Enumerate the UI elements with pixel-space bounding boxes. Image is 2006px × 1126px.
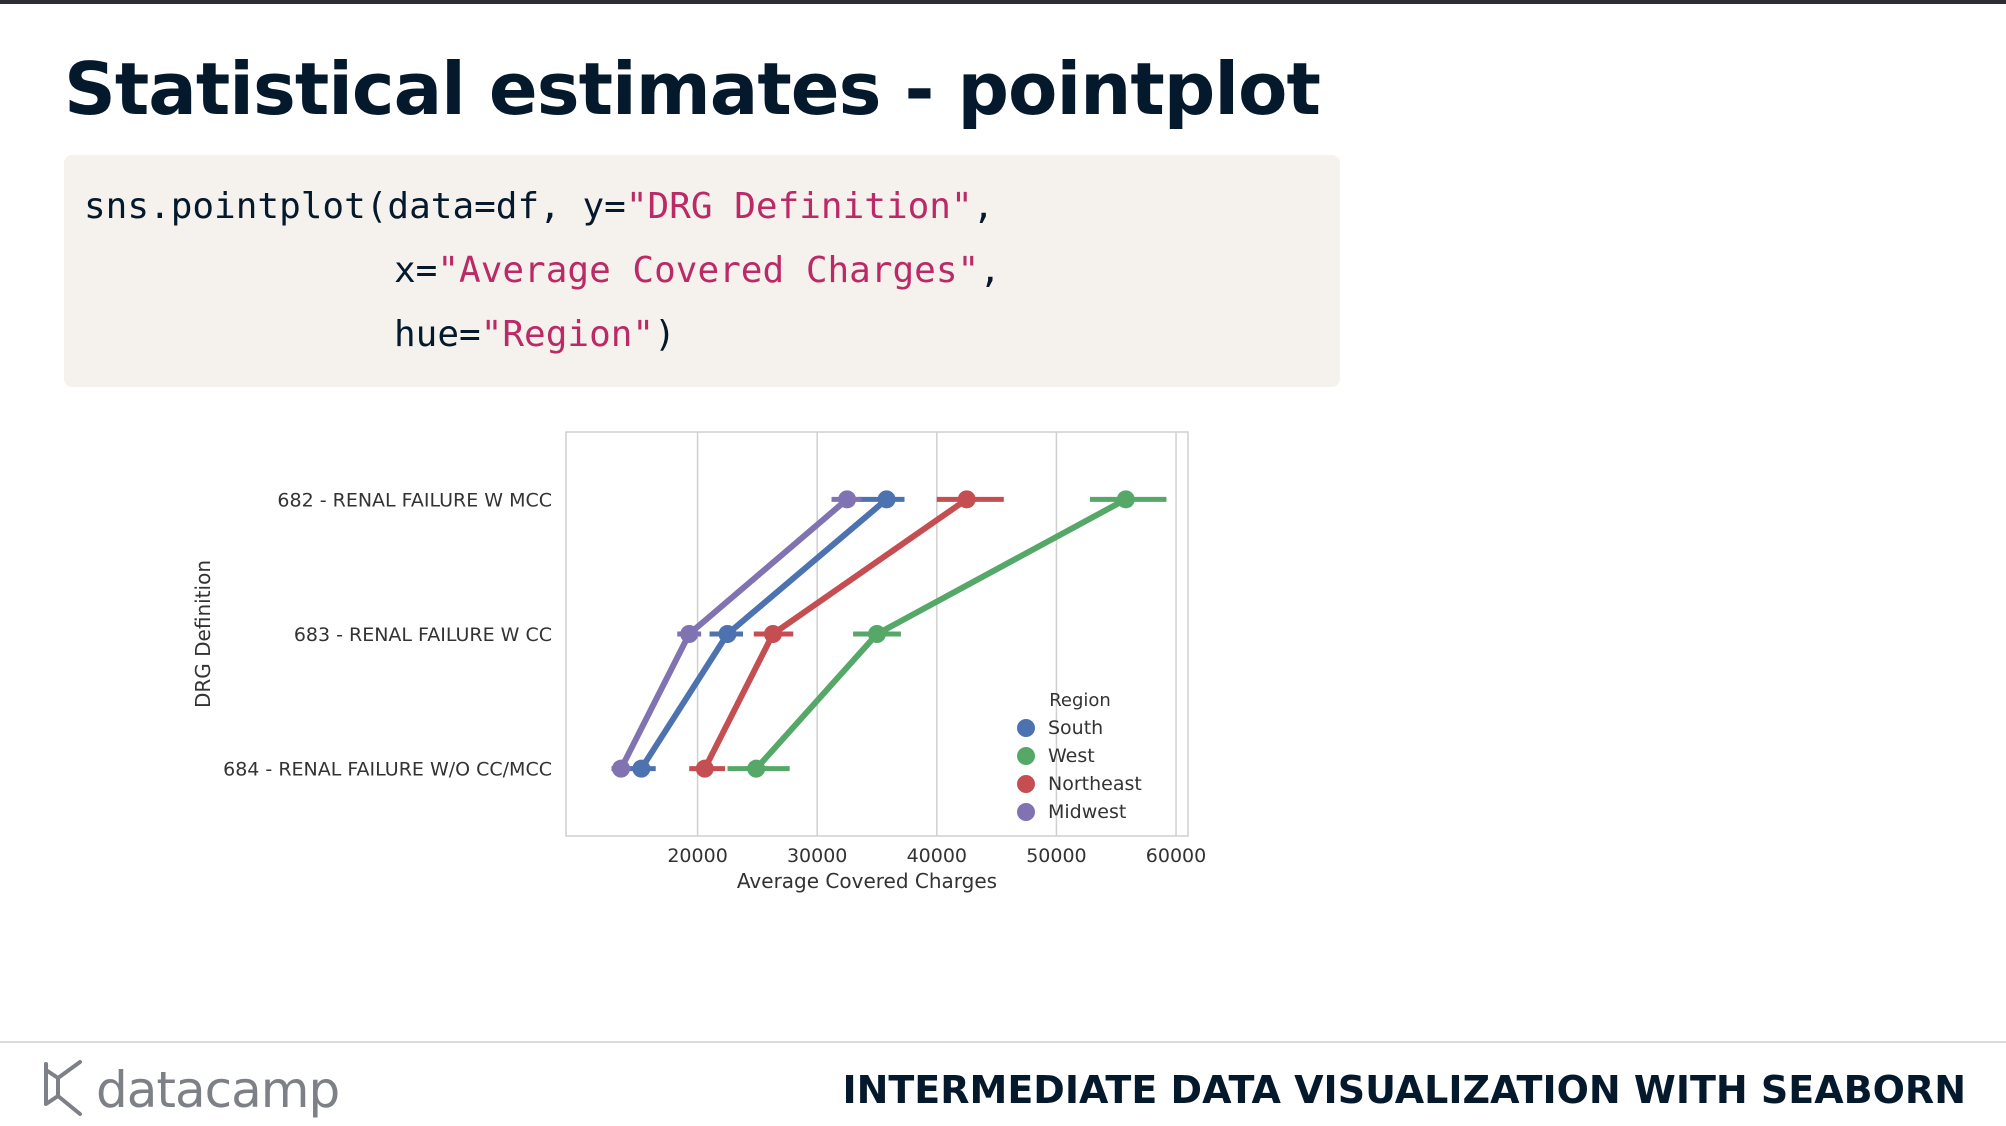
- x-axis-label: Average Covered Charges: [737, 869, 997, 893]
- code-text: ,: [979, 250, 1001, 291]
- datacamp-logo-text: datacamp: [96, 1061, 340, 1119]
- y-axis-label: DRG Definition: [191, 560, 215, 708]
- data-point: [632, 759, 651, 778]
- legend-marker: [1017, 803, 1035, 821]
- chart-svg: 20000 30000 40000 50000 60000 682 - RENAL FAI…: [191, 431, 1206, 893]
- code-text: sns.pointplot(data=df, y=: [84, 186, 626, 227]
- datacamp-logo-icon: [44, 1060, 82, 1116]
- code-block: sns.pointplot(data=df, y="DRG Definition…: [64, 155, 1340, 387]
- data-point: [695, 759, 714, 778]
- legend-marker: [1017, 719, 1035, 737]
- legend-label: Northeast: [1048, 773, 1142, 795]
- code-text: x=: [394, 250, 438, 291]
- x-tick-label: 40000: [907, 845, 967, 867]
- data-point: [877, 490, 896, 509]
- data-point: [680, 625, 699, 643]
- code-line-2: x="Average Covered Charges",: [394, 249, 1001, 293]
- legend-label: Midwest: [1048, 801, 1126, 823]
- slide-title: Statistical estimates - pointplot: [64, 47, 1321, 131]
- code-text: ): [654, 314, 676, 355]
- x-tick-label: 60000: [1146, 845, 1206, 867]
- y-tick-label: 683 - RENAL FAILURE W CC: [294, 624, 552, 646]
- footer-rule: [0, 1041, 2006, 1043]
- pointplot-chart: 20000 30000 40000 50000 60000 682 - RENAL FAI…: [180, 420, 1240, 910]
- code-line-1: sns.pointplot(data=df, y="DRG Definition…: [84, 185, 994, 229]
- code-string: "DRG Definition": [625, 186, 973, 227]
- course-title: INTERMEDIATE DATA VISUALIZATION WITH SEA…: [842, 1068, 1966, 1112]
- data-point: [868, 625, 886, 643]
- y-tick-label: 684 - RENAL FAILURE W/O CC/MCC: [223, 759, 552, 781]
- x-tick-label: 20000: [667, 845, 727, 867]
- legend-label: West: [1048, 745, 1095, 767]
- top-rule: [0, 0, 2006, 4]
- data-point: [718, 625, 737, 643]
- data-point: [838, 490, 857, 509]
- legend-label: South: [1048, 717, 1103, 739]
- legend-marker: [1017, 747, 1035, 765]
- x-tick-label: 30000: [787, 845, 847, 867]
- x-tick-label: 50000: [1026, 845, 1086, 867]
- code-text: hue=: [394, 314, 481, 355]
- legend-title: Region: [1049, 690, 1111, 711]
- y-tick-label: 682 - RENAL FAILURE W MCC: [277, 489, 552, 511]
- data-point: [1116, 490, 1135, 509]
- data-point: [612, 759, 631, 778]
- legend-marker: [1017, 775, 1035, 793]
- code-string: "Average Covered Charges": [437, 250, 980, 291]
- data-point: [763, 625, 782, 643]
- data-point: [957, 490, 976, 509]
- code-line-3: hue="Region"): [394, 313, 676, 357]
- code-string: "Region": [480, 314, 655, 355]
- data-point: [747, 759, 766, 778]
- code-text: ,: [972, 186, 995, 227]
